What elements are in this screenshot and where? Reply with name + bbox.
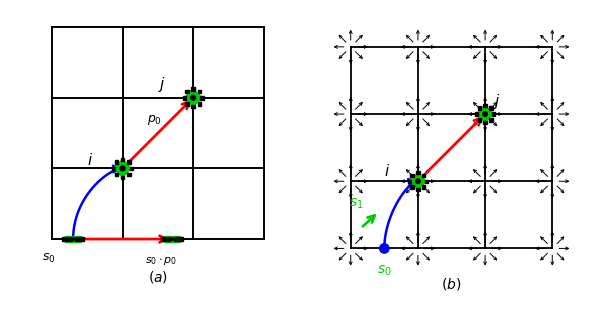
Bar xyxy=(483,121,487,124)
Text: $j$: $j$ xyxy=(158,75,166,94)
Text: $i$: $i$ xyxy=(383,163,389,179)
Text: $(a)$: $(a)$ xyxy=(148,269,168,285)
Bar xyxy=(173,237,178,241)
Bar xyxy=(185,90,188,93)
Circle shape xyxy=(483,112,488,116)
Bar xyxy=(127,173,131,176)
Bar xyxy=(411,186,414,189)
Bar xyxy=(191,105,195,109)
Bar xyxy=(483,104,487,107)
Bar xyxy=(75,237,79,241)
Bar xyxy=(161,237,165,241)
Circle shape xyxy=(191,95,196,100)
Text: $s_0 \cdot p_0$: $s_0 \cdot p_0$ xyxy=(145,255,178,267)
Bar xyxy=(185,102,188,106)
Bar xyxy=(200,96,204,100)
Bar xyxy=(477,107,481,110)
Bar xyxy=(197,102,201,106)
Text: $s_1$: $s_1$ xyxy=(349,197,364,211)
Bar xyxy=(411,174,414,177)
Polygon shape xyxy=(477,106,494,123)
Bar xyxy=(129,167,133,170)
Text: $s_0$: $s_0$ xyxy=(377,263,392,278)
Bar xyxy=(408,180,411,183)
Bar xyxy=(62,237,66,241)
Text: $(b)$: $(b)$ xyxy=(441,276,462,292)
Text: $p_0$: $p_0$ xyxy=(147,114,163,127)
Bar xyxy=(166,237,170,241)
Circle shape xyxy=(415,179,420,184)
Circle shape xyxy=(120,166,125,171)
Bar xyxy=(489,118,492,122)
Polygon shape xyxy=(409,173,426,190)
Bar xyxy=(492,113,495,116)
Bar xyxy=(121,176,125,179)
Bar xyxy=(114,173,118,176)
Bar xyxy=(65,236,81,242)
Bar xyxy=(416,171,420,174)
Bar xyxy=(425,180,428,183)
Bar xyxy=(182,96,186,100)
Bar xyxy=(477,118,481,122)
Bar xyxy=(416,188,420,191)
Bar xyxy=(127,160,131,164)
Bar xyxy=(422,174,426,177)
Bar xyxy=(179,237,183,241)
Bar xyxy=(121,158,125,161)
Text: $s_0$: $s_0$ xyxy=(42,252,55,265)
Polygon shape xyxy=(114,159,131,177)
Bar xyxy=(112,167,116,170)
Circle shape xyxy=(72,238,75,240)
Bar xyxy=(164,236,180,242)
Bar xyxy=(80,237,84,241)
Bar xyxy=(475,113,478,116)
Text: $i$: $i$ xyxy=(87,152,93,168)
Circle shape xyxy=(380,244,389,253)
Text: $j$: $j$ xyxy=(493,92,501,111)
Bar xyxy=(191,87,195,91)
Bar xyxy=(67,237,72,241)
Bar xyxy=(197,90,201,93)
Bar xyxy=(422,186,426,189)
Bar xyxy=(489,107,492,110)
Circle shape xyxy=(170,238,173,240)
Bar xyxy=(114,160,118,164)
Polygon shape xyxy=(184,89,202,107)
